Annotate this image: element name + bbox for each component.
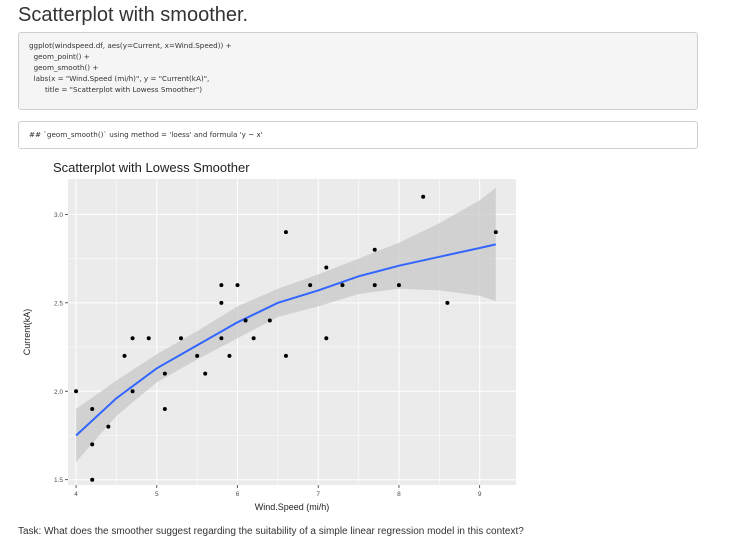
confidence-band xyxy=(76,187,496,463)
code-text: geom_point() + xyxy=(29,52,90,61)
data-point xyxy=(324,265,329,270)
data-point xyxy=(90,406,95,411)
code-text: title = "Scatterplot with Lowess Smoothe… xyxy=(29,85,203,94)
data-point xyxy=(308,283,313,288)
data-point xyxy=(267,318,272,323)
x-tick-label: 5 xyxy=(155,491,159,498)
data-point xyxy=(396,283,401,288)
data-point xyxy=(90,477,95,482)
data-point xyxy=(445,300,450,305)
x-tick-label: 7 xyxy=(316,491,320,498)
data-point xyxy=(219,300,224,305)
data-point xyxy=(74,389,79,394)
data-points xyxy=(74,194,498,482)
data-point xyxy=(283,353,288,358)
x-tick-label: 6 xyxy=(236,491,240,498)
code-text: geom_smooth() + xyxy=(29,63,99,72)
code-text: ggplot(windspeed.df, aes(y=Current, x=Wi… xyxy=(29,41,232,50)
data-point xyxy=(130,336,135,341)
x-axis-ticks: 4 5 6 7 8 9 xyxy=(74,485,482,498)
smoother-line xyxy=(75,243,497,437)
data-point xyxy=(227,353,232,358)
data-point xyxy=(130,389,135,394)
data-point xyxy=(90,442,95,447)
data-point xyxy=(340,283,345,288)
data-point xyxy=(324,336,329,341)
page-title: Scatterplot with smoother. xyxy=(18,4,249,26)
data-point xyxy=(372,283,377,288)
y-axis-label: Current(kA) xyxy=(22,309,32,356)
data-point xyxy=(146,336,151,341)
code-line: title = "Scatterplot with Lowess Smoothe… xyxy=(29,84,687,95)
code-text: labs(x = "Wind.Speed (mi/h)", y = "Curre… xyxy=(29,74,210,83)
y-axis-ticks: 1.5 2.0 2.5 3.0 xyxy=(54,212,68,484)
y-tick-label: 2.0 xyxy=(54,389,63,396)
data-point xyxy=(179,336,184,341)
data-point xyxy=(421,194,426,199)
data-point xyxy=(122,353,127,358)
data-point xyxy=(251,336,256,341)
data-point xyxy=(195,353,200,358)
data-point xyxy=(162,371,167,376)
y-tick-label: 3.0 xyxy=(54,212,63,219)
data-point xyxy=(283,230,288,235)
data-point xyxy=(162,406,167,411)
data-point xyxy=(219,283,224,288)
code-line: geom_smooth() + xyxy=(29,62,687,73)
chart-title: Scatterplot with Lowess Smoother xyxy=(53,160,250,175)
data-point xyxy=(219,336,224,341)
data-point xyxy=(493,230,498,235)
code-block: ggplot(windspeed.df, aes(y=Current, x=Wi… xyxy=(18,32,698,110)
output-text: ## `geom_smooth()` using method = 'loess… xyxy=(29,130,263,139)
code-line: geom_point() + xyxy=(29,51,687,62)
data-point xyxy=(235,283,240,288)
data-point xyxy=(203,371,208,376)
data-point xyxy=(243,318,248,323)
x-axis-label: Wind.Speed (mi/h) xyxy=(255,502,330,512)
data-point xyxy=(106,424,111,429)
y-tick-label: 1.5 xyxy=(54,477,63,484)
x-tick-label: 8 xyxy=(397,491,401,498)
data-point xyxy=(372,247,377,252)
x-tick-label: 9 xyxy=(478,491,482,498)
x-tick-label: 4 xyxy=(74,491,78,498)
task-text: Task: What does the smoother suggest reg… xyxy=(18,526,524,537)
y-tick-label: 2.5 xyxy=(54,300,63,307)
output-block: ## `geom_smooth()` using method = 'loess… xyxy=(18,121,698,149)
code-line: labs(x = "Wind.Speed (mi/h)", y = "Curre… xyxy=(29,73,687,84)
code-line: ggplot(windspeed.df, aes(y=Current, x=Wi… xyxy=(29,40,687,51)
